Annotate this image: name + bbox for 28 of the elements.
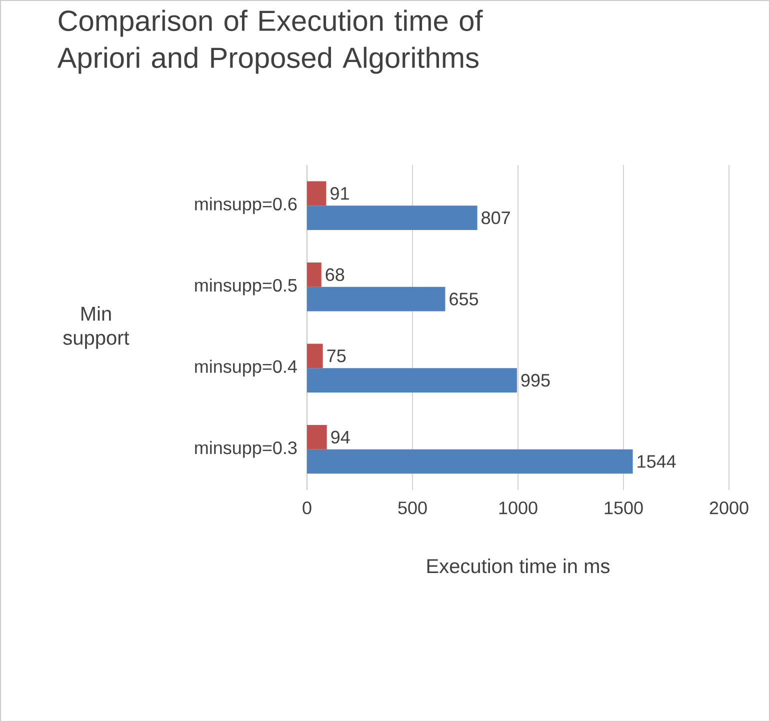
y-tick-label: minsupp=0.4	[195, 360, 297, 377]
data-label: 995	[521, 374, 550, 387]
bar	[307, 424, 327, 450]
data-label: 75	[327, 350, 346, 362]
x-tick-label: 1000	[499, 502, 538, 514]
x-axis-title: Execution time in ms	[427, 558, 610, 574]
x-tick-label: 1500	[604, 502, 643, 514]
bar	[307, 181, 326, 206]
x-tick-label: 2000	[710, 502, 748, 514]
chart-title: Comparison of Execution time of Apriori and Proposed Algorithms	[57, 10, 483, 74]
data-label: 94	[331, 430, 350, 444]
x-tick-label: 0	[302, 502, 312, 514]
data-label: 1544	[638, 455, 676, 468]
data-label: 655	[450, 292, 478, 306]
data-label: 807	[482, 211, 510, 224]
bar	[307, 286, 446, 312]
x-tick-label: 500	[398, 502, 427, 514]
data-label: 91	[330, 187, 349, 200]
y-axis-title: Min support	[63, 306, 130, 349]
bar	[307, 449, 633, 474]
y-tick-label: minsupp=0.5	[195, 278, 297, 296]
bar	[307, 206, 478, 230]
y-tick-label: minsupp=0.3	[195, 440, 297, 458]
bar	[307, 368, 517, 392]
data-label: 68	[326, 268, 344, 282]
bar	[307, 344, 323, 368]
y-tick-label: minsupp=0.6	[195, 197, 297, 214]
bar	[307, 262, 322, 287]
